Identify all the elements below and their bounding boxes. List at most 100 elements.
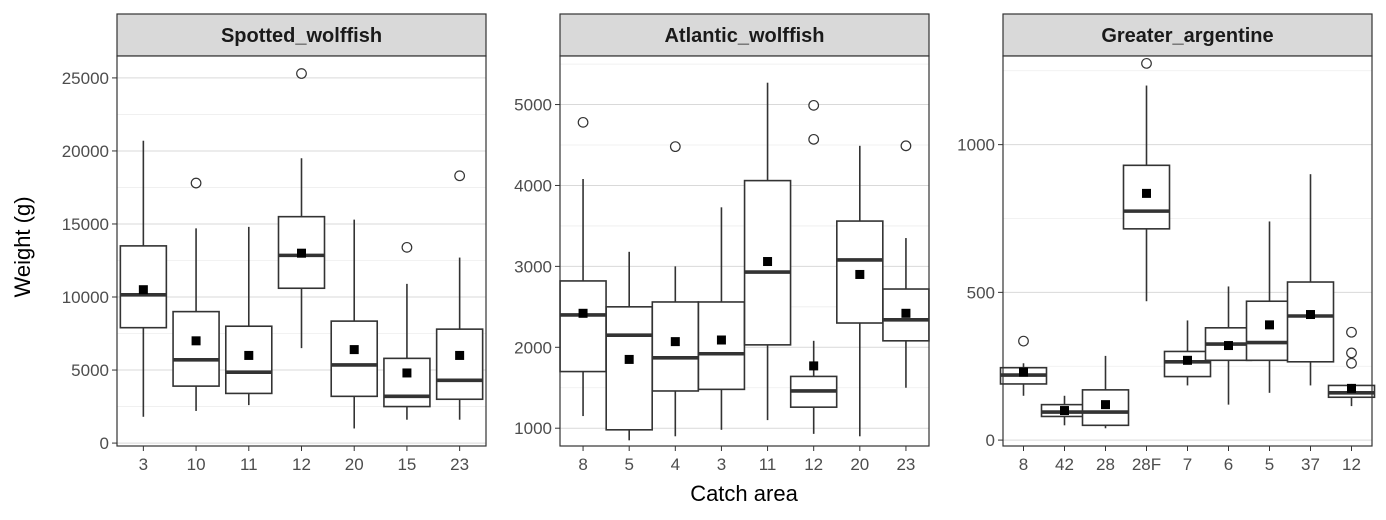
outlier-point	[808, 133, 820, 145]
mean-marker	[1265, 320, 1274, 330]
box-12	[277, 68, 326, 349]
x-tick-label: 10	[187, 455, 206, 474]
x-tick-label: 5	[1265, 455, 1274, 474]
x-tick-label: 4	[671, 455, 680, 474]
box-37	[1286, 174, 1335, 386]
outlier-point	[190, 177, 202, 189]
y-tick-label: 1000	[514, 419, 552, 438]
iqr-box	[697, 301, 746, 391]
iqr-box	[435, 328, 484, 401]
facet-strip	[559, 13, 930, 57]
mean-marker	[1019, 367, 1028, 377]
iqr-box	[1286, 281, 1335, 363]
x-tick-label: 7	[1183, 455, 1192, 474]
mean-marker	[138, 285, 148, 295]
box-28	[1081, 355, 1130, 429]
box-28f	[1122, 57, 1171, 302]
y-tick-label: 1000	[957, 136, 995, 155]
x-tick-label: 5	[624, 455, 633, 474]
x-tick-label: 28	[1096, 455, 1115, 474]
mean-marker	[244, 350, 254, 360]
outlier-point	[808, 99, 820, 111]
outlier-point	[577, 116, 589, 128]
x-tick-label: 11	[240, 455, 258, 474]
mean-marker	[402, 368, 412, 378]
box-20	[330, 219, 379, 429]
facet-strip	[116, 13, 487, 57]
iqr-box	[383, 357, 431, 408]
box-11	[224, 226, 273, 406]
box-6	[1204, 286, 1253, 405]
box-5	[1245, 221, 1294, 393]
iqr-box	[119, 245, 168, 329]
box-10	[172, 177, 220, 411]
outlier-point	[1141, 57, 1152, 69]
box-23	[435, 170, 484, 420]
iqr-box	[172, 310, 220, 387]
mean-marker	[1224, 341, 1233, 351]
outlier-point	[1018, 335, 1029, 347]
mean-marker	[855, 269, 865, 279]
mean-marker	[297, 248, 306, 258]
x-tick-label: 12	[804, 455, 823, 474]
iqr-box	[330, 320, 379, 398]
y-tick-label: 4000	[514, 176, 552, 195]
mean-marker	[1060, 406, 1069, 416]
box-8	[999, 335, 1048, 396]
y-tick-label: 5000	[71, 361, 109, 380]
x-tick-label: 42	[1055, 455, 1074, 474]
y-tick-label: 15000	[62, 215, 109, 234]
y-tick-label: 10000	[62, 288, 109, 307]
box-20	[836, 145, 884, 437]
y-axis-title: Weight (g)	[10, 196, 35, 297]
x-tick-label: 12	[1342, 455, 1361, 474]
y-tick-label: 5000	[514, 96, 552, 115]
x-tick-label: 12	[292, 455, 311, 474]
outlier-point	[900, 140, 912, 152]
box-4	[651, 141, 700, 437]
box-8	[559, 116, 607, 417]
y-tick-label: 0	[986, 431, 995, 450]
x-tick-label: 23	[896, 455, 915, 474]
mean-marker	[1183, 355, 1192, 365]
iqr-box	[559, 280, 607, 373]
x-tick-label: 23	[450, 455, 469, 474]
y-tick-label: 2000	[514, 338, 552, 357]
facet-strip	[1002, 13, 1373, 57]
panel-spotted-wolffish: Spotted_wolffish 0 5000 10000 15000 20000 2500…	[62, 13, 487, 474]
box-11	[743, 82, 792, 421]
y-tick-label: 3000	[514, 257, 552, 276]
x-tick-label: 15	[397, 455, 416, 474]
plot-area	[1003, 56, 1372, 446]
x-tick-label: 20	[345, 455, 364, 474]
mean-marker	[349, 345, 359, 355]
outlier-point	[454, 170, 466, 182]
x-tick-label: 37	[1301, 455, 1320, 474]
outlier-point	[669, 141, 681, 153]
mean-marker	[455, 350, 465, 360]
box-3	[697, 207, 746, 430]
x-tick-label: 3	[139, 455, 148, 474]
mean-marker	[624, 354, 634, 364]
x-tick-label: 11	[759, 455, 777, 474]
outlier-point	[1346, 357, 1357, 369]
iqr-box	[1245, 300, 1294, 362]
mean-marker	[763, 257, 773, 267]
box-12	[1327, 326, 1376, 407]
panel-border	[116, 55, 487, 447]
outlier-point	[1346, 326, 1357, 338]
outlier-point	[1346, 347, 1357, 359]
iqr-box	[651, 301, 700, 392]
panel-border	[1002, 55, 1373, 447]
facet-strip-title: Spotted_wolffish	[221, 25, 382, 47]
mean-marker	[670, 337, 680, 347]
y-tick-label: 0	[100, 434, 109, 453]
box-7	[1163, 320, 1212, 386]
mean-marker	[1347, 383, 1356, 393]
x-tick-label: 6	[1224, 455, 1233, 474]
panel-border	[559, 55, 930, 447]
box-3	[119, 140, 168, 417]
y-tick-label: 20000	[62, 142, 109, 161]
y-tick-label: 500	[967, 283, 995, 302]
